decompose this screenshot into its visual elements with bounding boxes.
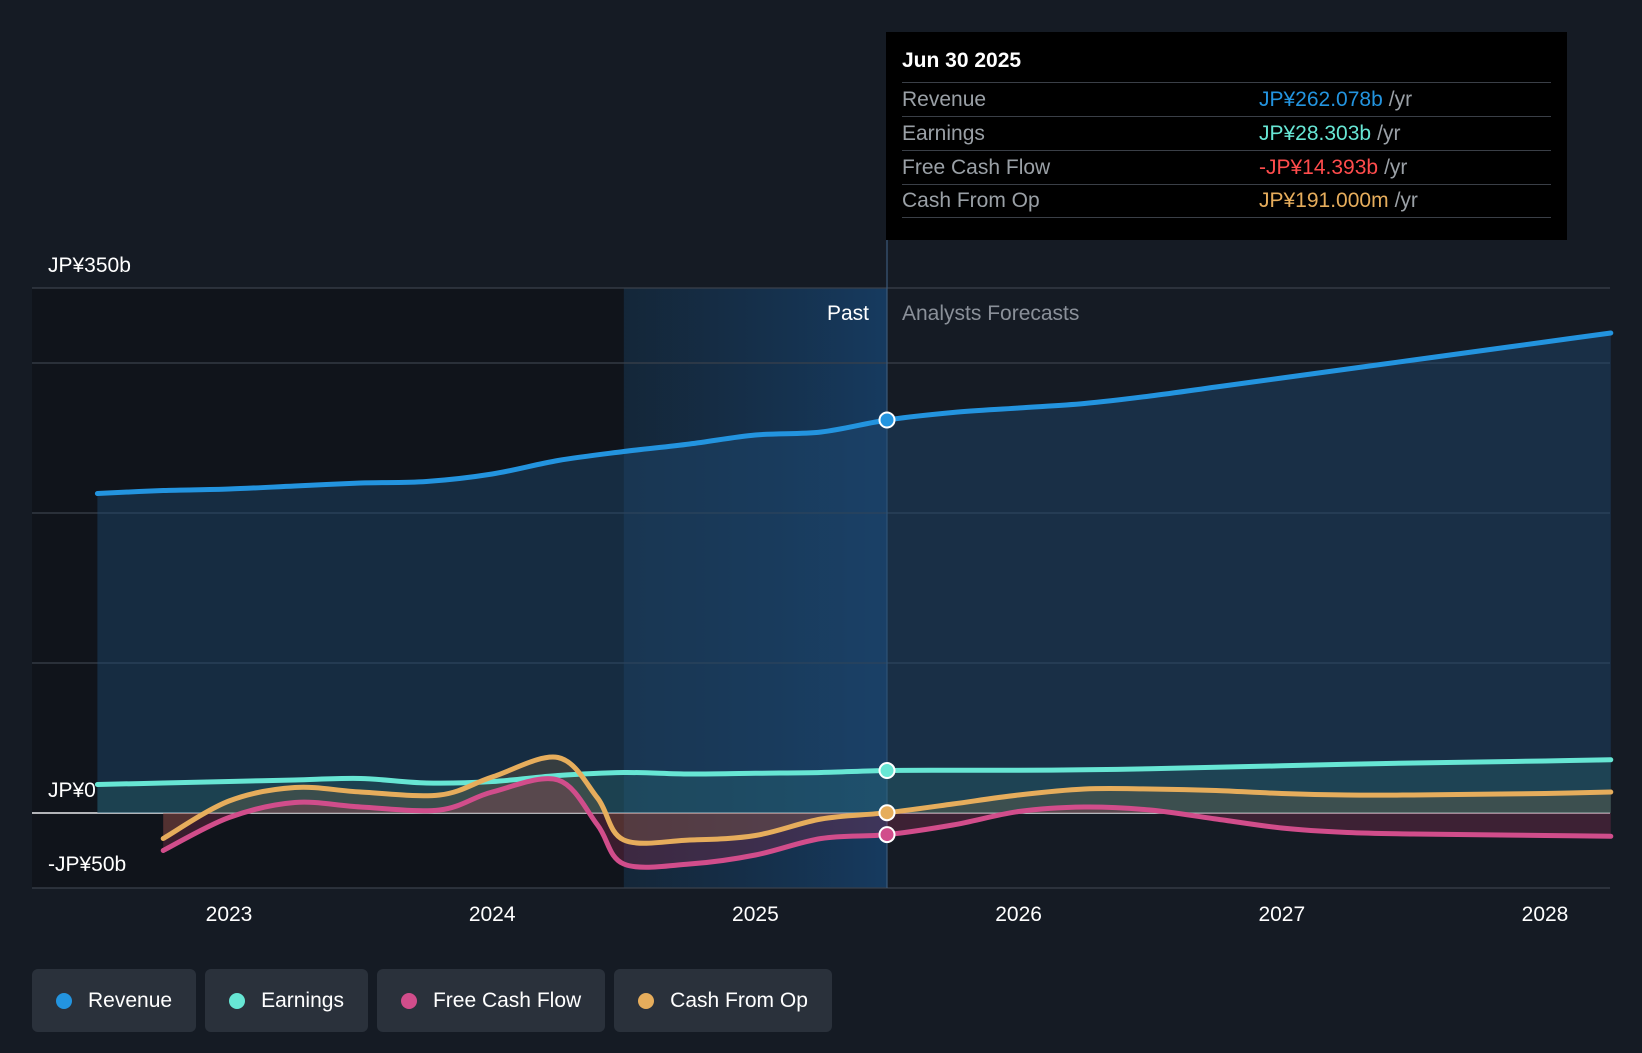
- legend-dot-icon: [229, 992, 246, 1009]
- y-tick-label: JP¥0: [48, 779, 96, 802]
- cash-from-op-line: [160, 754, 1614, 846]
- cash-from-op-marker[interactable]: [878, 804, 896, 822]
- tooltip-value: JP¥191.000m: [1259, 189, 1389, 212]
- tooltip-label: Earnings: [902, 121, 985, 145]
- tooltip-value: -JP¥14.393b: [1259, 155, 1379, 179]
- free-cash-flow-area: [163, 778, 1611, 868]
- legend-item-revenue[interactable]: Revenue: [32, 969, 197, 1032]
- forecast-label: Analysts Forecasts: [902, 302, 1079, 325]
- earnings-line: [94, 757, 1614, 787]
- tooltip: Jun 30 2025 Revenue JP¥262.078b /yr Earn…: [886, 32, 1567, 240]
- x-tick-label: 2026: [995, 903, 1042, 926]
- tooltip-row-earnings: Earnings JP¥28.303b /yr: [902, 116, 1551, 150]
- y-tick-label: -JP¥50b: [48, 853, 126, 876]
- legend-label: Earnings: [261, 988, 344, 1012]
- legend-label: Cash From Op: [670, 988, 808, 1012]
- legend: Revenue Earnings Free Cash Flow Cash Fro…: [32, 969, 832, 1032]
- tooltip-row-free-cash-flow: Free Cash Flow -JP¥14.393b /yr: [902, 150, 1551, 184]
- past-label: Past: [827, 302, 869, 325]
- x-tick-label: 2024: [469, 903, 516, 926]
- tooltip-date: Jun 30 2025: [902, 49, 1022, 72]
- legend-label: Revenue: [88, 988, 173, 1012]
- tooltip-value: JP¥28.303b: [1259, 121, 1372, 145]
- y-tick-label: JP¥350b: [48, 254, 131, 277]
- tooltip-row-cash-from-op: Cash From Op JP¥191.000m /yr: [902, 184, 1551, 218]
- legend-item-earnings[interactable]: Earnings: [205, 969, 368, 1032]
- legend-item-free-cash-flow[interactable]: Free Cash Flow: [376, 969, 606, 1032]
- tooltip-label: Revenue: [902, 87, 987, 111]
- revenue-area: [97, 333, 1611, 813]
- label-layer: Past Analysts Forecasts JP¥350b JP¥0 -JP¥5…: [48, 254, 1568, 926]
- revenue-marker[interactable]: [878, 411, 896, 429]
- tooltip-unit: /yr: [1377, 121, 1401, 145]
- x-tick-label: 2027: [1258, 903, 1305, 926]
- free-cash-flow-line: [160, 776, 1614, 870]
- x-tick-label: 2025: [732, 903, 779, 926]
- legend-dot-icon: [400, 992, 417, 1009]
- tooltip-unit: /yr: [1384, 155, 1408, 179]
- legend-dot-icon: [56, 992, 72, 1009]
- past-highlight-band: [623, 288, 887, 888]
- line-layer: [94, 330, 1614, 870]
- x-tick-label: 2023: [206, 903, 253, 926]
- legend-label: Free Cash Flow: [432, 988, 582, 1012]
- tooltip-row-revenue: Revenue JP¥262.078b /yr: [902, 82, 1551, 116]
- tooltip-label: Free Cash Flow: [902, 155, 1051, 179]
- legend-item-cash-from-op[interactable]: Cash From Op: [614, 969, 832, 1032]
- x-tick-label: 2028: [1522, 903, 1569, 926]
- legend-dot-icon: [638, 992, 655, 1009]
- tooltip-label: Cash From Op: [902, 189, 1040, 212]
- revenue-line: [94, 330, 1614, 496]
- earnings-marker[interactable]: [878, 762, 896, 780]
- tooltip-unit: /yr: [1388, 87, 1413, 111]
- tooltip-unit: /yr: [1394, 189, 1418, 212]
- tooltip-value: JP¥262.078b: [1259, 87, 1383, 111]
- marker-layer: [878, 411, 896, 844]
- free-cash-flow-marker[interactable]: [878, 826, 896, 844]
- grid-layer: [32, 240, 1610, 889]
